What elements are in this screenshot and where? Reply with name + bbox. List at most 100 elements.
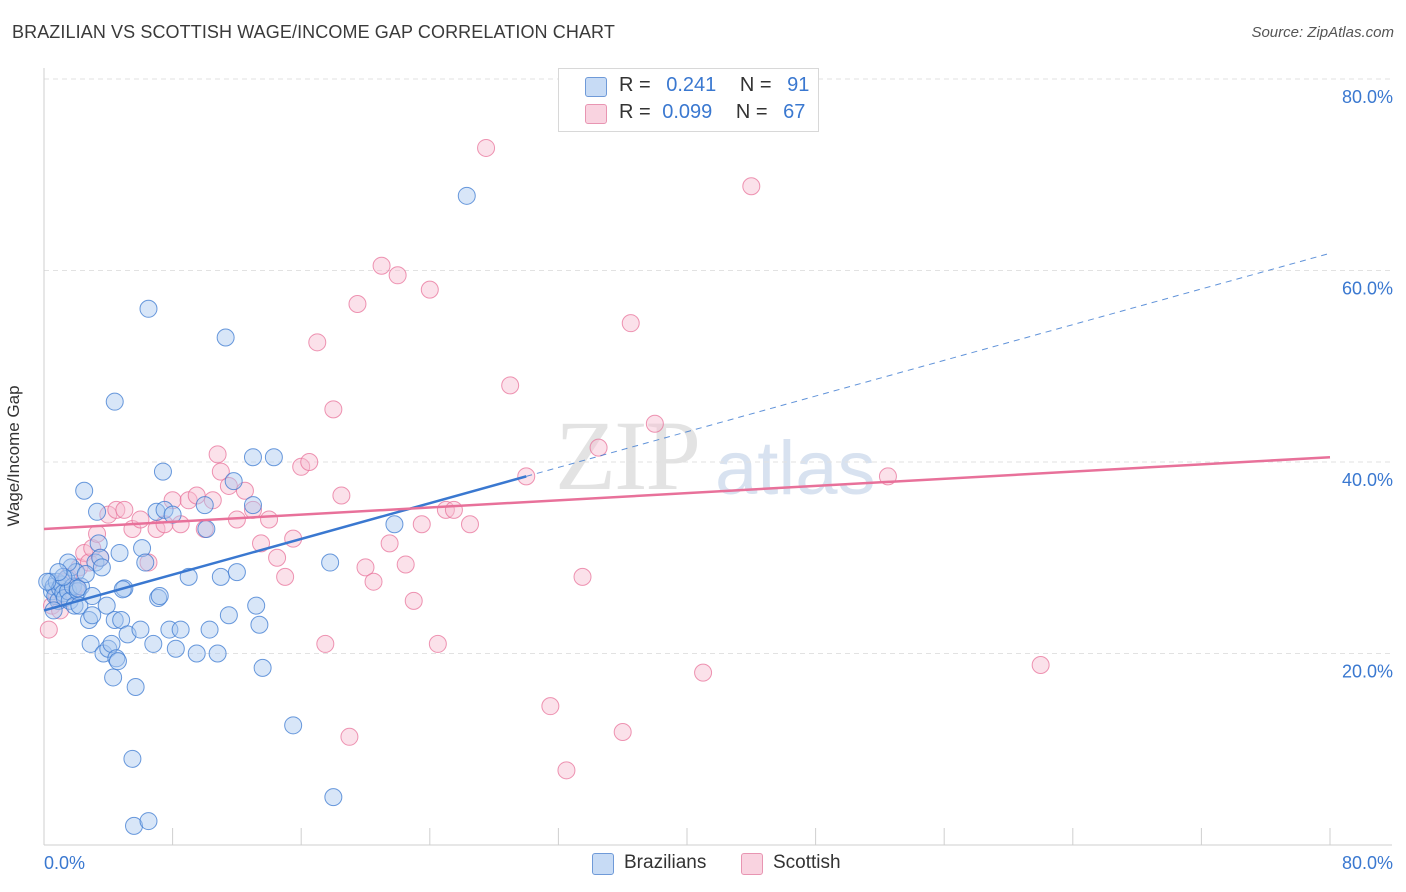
brazilians-point <box>80 610 99 629</box>
brazilians-point <box>133 539 152 558</box>
scottish-point <box>380 534 399 553</box>
brazilians-point <box>102 634 121 653</box>
brazilians-trend-line <box>43 475 527 612</box>
brazilians-point <box>166 639 185 658</box>
brazilians-point <box>321 553 340 572</box>
brazilians-point <box>59 553 78 572</box>
scottish-point <box>348 295 367 314</box>
brazilians-point <box>227 563 246 582</box>
chart-title: BRAZILIAN VS SCOTTISH WAGE/INCOME GAP CO… <box>12 22 615 42</box>
brazilians-point <box>92 558 111 577</box>
brazilians-point <box>38 572 57 591</box>
scottish-point <box>300 453 319 471</box>
scottish-point <box>208 445 227 464</box>
r-value: 0.099 <box>662 101 713 123</box>
legend-label-scottish: Scottish <box>773 852 841 873</box>
brazilians-point <box>200 620 219 639</box>
brazilians-point <box>83 606 102 625</box>
brazilians-point <box>208 644 227 663</box>
brazilians-point <box>457 186 476 205</box>
scottish-point <box>364 572 383 591</box>
brazilians-point <box>104 668 123 687</box>
scottish-point <box>428 634 447 653</box>
scottish-point <box>694 663 713 682</box>
watermark-atlas: atlas <box>715 426 876 511</box>
brazilians-point <box>171 620 190 639</box>
brazilians-point <box>81 634 100 653</box>
legend-label-brazilians: Brazilians <box>624 852 707 873</box>
x-tick-label: 80.0% <box>1342 853 1393 873</box>
r-label: R = <box>619 101 651 123</box>
pink-swatch <box>585 104 607 124</box>
blue-swatch <box>592 853 614 875</box>
brazilians-point <box>211 567 230 586</box>
brazilians-point <box>68 579 87 598</box>
scottish-point <box>356 558 375 577</box>
brazilians-trend-extension <box>526 252 1331 477</box>
pink-swatch <box>741 853 763 875</box>
brazilians-point <box>97 596 116 615</box>
scottish-point <box>477 138 496 157</box>
scottish-point <box>412 515 431 534</box>
brazilians-point <box>253 658 272 677</box>
y-tick-label: 80.0% <box>1342 87 1393 107</box>
brazilians-point <box>216 328 235 347</box>
scottish-point <box>308 333 327 352</box>
n-label: N = <box>739 74 772 96</box>
brazilians-point <box>131 620 150 639</box>
scottish-point <box>613 723 632 742</box>
scottish-point <box>621 314 640 333</box>
blue-swatch <box>585 77 607 97</box>
scottish-point <box>268 548 287 567</box>
y-tick-label: 20.0% <box>1342 662 1393 682</box>
scottish-point <box>501 376 520 395</box>
scottish-point <box>404 591 423 610</box>
brazilians-point <box>243 448 262 467</box>
scottish-point <box>460 515 479 534</box>
brazilians-point <box>144 634 163 653</box>
scottish-point <box>316 634 335 653</box>
scottish-point <box>388 266 407 285</box>
brazilians-point <box>153 462 172 481</box>
scottish-point <box>444 500 463 519</box>
brazilians-point <box>75 481 94 500</box>
brazilians-point <box>139 812 158 831</box>
scottish-point <box>324 400 343 419</box>
brazilians-point <box>197 520 216 539</box>
brazilians-point <box>195 496 214 515</box>
scottish-point <box>1031 655 1050 674</box>
n-value: 91 <box>787 74 810 96</box>
brazilians-point <box>284 716 303 735</box>
scottish-point <box>39 620 58 639</box>
scottish-point <box>541 697 560 716</box>
source-label: Source: ZipAtlas.com <box>1251 24 1394 41</box>
brazilians-point <box>126 678 145 697</box>
brazilians-point <box>324 788 343 807</box>
scottish-point <box>396 555 415 574</box>
scottish-point <box>340 727 359 746</box>
scottish-point <box>276 567 295 586</box>
scottish-trend-line <box>43 455 1331 531</box>
scottish-point <box>645 414 664 433</box>
brazilians-point <box>385 515 404 534</box>
brazilians-point <box>76 565 95 584</box>
brazilians-point <box>136 553 155 572</box>
brazilians-point <box>110 543 129 562</box>
brazilians-point <box>163 505 182 524</box>
y-tick-label: 60.0% <box>1342 279 1393 299</box>
r-label: R = <box>619 74 651 96</box>
scottish-point <box>589 438 608 457</box>
scottish-point <box>372 256 391 275</box>
brazilians-point <box>123 749 142 768</box>
scottish-point <box>573 567 592 586</box>
brazilians-point <box>247 596 266 615</box>
brazilians-point <box>108 652 127 671</box>
r-value: 0.241 <box>666 74 717 96</box>
scottish-point <box>742 177 761 196</box>
brazilians-point <box>125 816 144 835</box>
brazilians-point <box>105 610 124 629</box>
brazilians-point <box>219 606 238 625</box>
scottish-point <box>131 510 150 529</box>
scottish-point <box>115 500 134 519</box>
